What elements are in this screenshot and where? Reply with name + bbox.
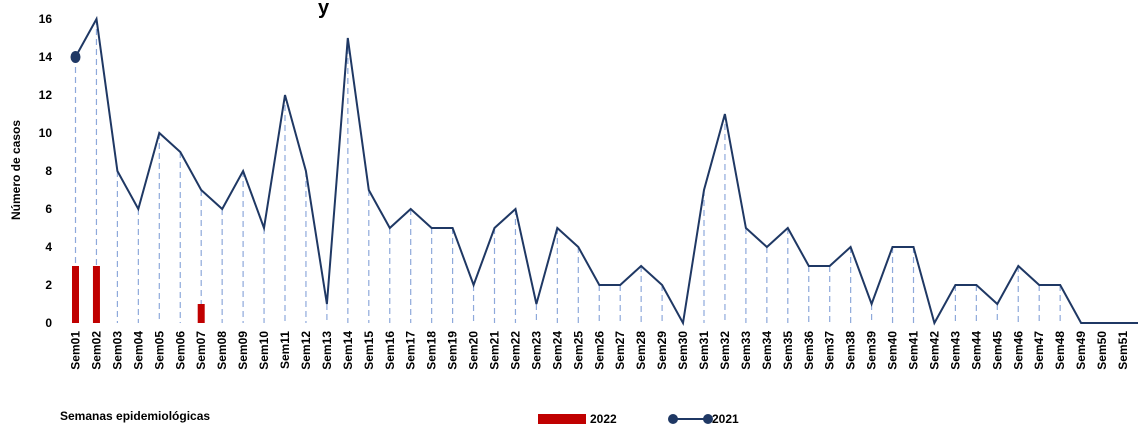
bar-2022 xyxy=(72,266,79,323)
legend-swatch-2022 xyxy=(538,414,586,424)
x-tick-label: Sem48 xyxy=(1053,331,1067,370)
x-tick-label: Sem49 xyxy=(1074,331,1088,370)
x-tick-label: Sem36 xyxy=(802,331,816,370)
x-tick-label: Sem13 xyxy=(320,331,334,370)
x-tick-label: Sem41 xyxy=(907,331,921,370)
x-tick-label: Sem35 xyxy=(781,331,795,370)
x-tick-label: Sem24 xyxy=(550,331,564,370)
x-tick-label: Sem11 xyxy=(278,331,292,369)
y-tick-label: 14 xyxy=(39,50,53,64)
x-tick-label: Sem28 xyxy=(634,331,648,370)
x-tick-label: Sem07 xyxy=(194,331,208,370)
x-tick-label: Sem20 xyxy=(467,331,481,370)
legend: 2022 2021 xyxy=(538,412,739,425)
x-tick-label: Sem05 xyxy=(152,331,166,370)
x-tick-label: Sem01 xyxy=(69,331,83,370)
x-tick-label: Sem22 xyxy=(509,331,523,370)
x-tick-label: Sem09 xyxy=(236,331,250,370)
x-tick-label: Sem23 xyxy=(529,331,543,370)
legend-label-2021: 2021 xyxy=(712,412,739,425)
y-tick-label: 4 xyxy=(45,240,52,254)
x-tick-label: Sem10 xyxy=(257,331,271,370)
x-tick-label: Sem12 xyxy=(299,331,313,370)
y-tick-label: 6 xyxy=(45,202,52,216)
x-tick-label: Sem27 xyxy=(613,331,627,370)
y-axis: 0 2 4 6 8 10 12 14 16 xyxy=(39,12,53,330)
x-tick-label: Sem16 xyxy=(383,331,397,370)
y-tick-label: 0 xyxy=(45,316,52,330)
x-tick-label: Sem26 xyxy=(592,331,606,370)
x-tick-label: Sem50 xyxy=(1095,331,1109,370)
x-tick-label: Sem46 xyxy=(1011,331,1025,370)
x-tick-label: Sem03 xyxy=(110,331,124,370)
y-tick-label: 10 xyxy=(39,126,53,140)
x-tick-label: Sem02 xyxy=(90,331,104,370)
bars-2022 xyxy=(72,266,205,323)
bar-2022 xyxy=(92,266,100,323)
legend-label-2022: 2022 xyxy=(590,412,617,425)
line-marker-2021 xyxy=(70,51,81,63)
drop-lines xyxy=(74,19,1061,323)
y-tick-label: 8 xyxy=(45,164,52,178)
x-tick-label: Sem29 xyxy=(655,331,669,370)
line-path-2021 xyxy=(74,15,1138,327)
x-tick-label: Sem47 xyxy=(1032,331,1046,370)
x-tick-label: Sem15 xyxy=(362,331,376,370)
x-tick-label: Sem38 xyxy=(844,331,858,370)
x-tick-label: Sem34 xyxy=(760,331,774,370)
y-axis-title: Número de casos xyxy=(9,120,23,220)
x-tick-label: Sem40 xyxy=(886,331,900,370)
legend-marker-2021-left xyxy=(668,414,678,424)
x-tick-label: Sem32 xyxy=(718,331,732,370)
x-tick-label: Sem18 xyxy=(425,331,439,370)
x-tick-label: Sem45 xyxy=(990,331,1004,370)
x-tick-label: Sem31 xyxy=(697,331,711,370)
x-axis-title: Semanas epidemiológicas xyxy=(60,409,210,423)
x-tick-label: Sem21 xyxy=(488,331,502,370)
y-tick-label: 16 xyxy=(39,12,53,26)
line-2021 xyxy=(70,15,1138,327)
x-tick-label: Sem43 xyxy=(948,331,962,370)
x-tick-label: Sem19 xyxy=(446,331,460,370)
x-tick-label: Sem30 xyxy=(676,331,690,370)
y-tick-label: 2 xyxy=(45,278,52,292)
x-axis: Sem01 Sem02 Sem03 Sem04 Sem05 Sem06 Sem07 Sem08… xyxy=(69,331,1131,370)
x-tick-label: Sem06 xyxy=(173,331,187,370)
x-tick-label: Sem33 xyxy=(739,331,753,370)
x-tick-label: Sem44 xyxy=(969,331,983,370)
x-tick-label: Sem51 xyxy=(1116,331,1130,370)
x-tick-label: Sem08 xyxy=(215,331,229,370)
x-tick-label: Sem04 xyxy=(131,331,145,370)
y-tick-label: 12 xyxy=(39,88,53,102)
x-tick-label: Sem25 xyxy=(571,331,585,370)
x-tick-label: Sem39 xyxy=(865,331,879,370)
x-tick-label: Sem17 xyxy=(404,331,418,370)
legend-marker-2021-right xyxy=(703,414,713,424)
x-tick-label: Sem42 xyxy=(927,331,941,370)
bar-2022 xyxy=(197,304,205,323)
x-tick-label: Sem37 xyxy=(823,331,837,370)
chart-title-fragment: y xyxy=(318,0,330,19)
x-tick-label: Sem14 xyxy=(341,331,355,370)
